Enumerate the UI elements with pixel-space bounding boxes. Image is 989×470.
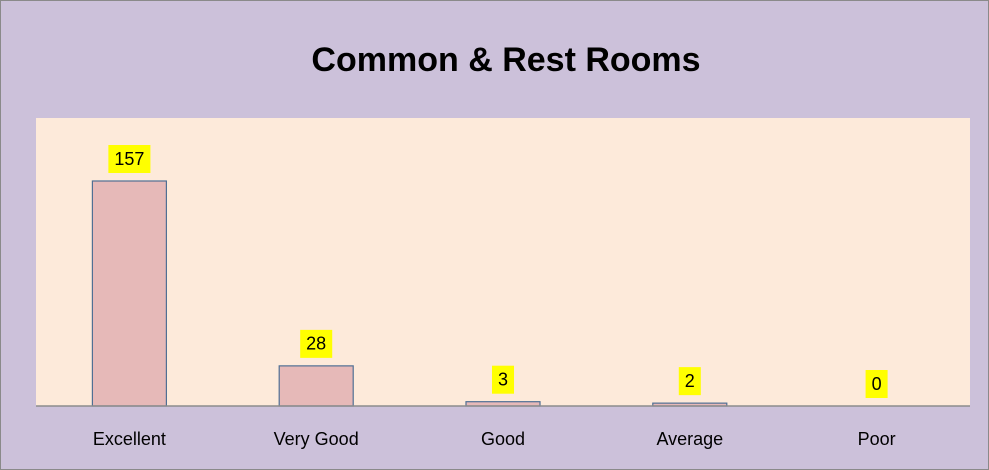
plot-area xyxy=(36,118,970,406)
data-label: 2 xyxy=(685,371,695,391)
bar xyxy=(278,365,354,407)
data-label-background xyxy=(108,145,151,173)
data-label-background xyxy=(300,329,333,358)
x-tick-label: Average xyxy=(656,429,723,449)
x-tick-label: Good xyxy=(481,429,525,449)
x-tick-label: Very Good xyxy=(274,429,359,449)
x-tick-label: Excellent xyxy=(93,429,166,449)
data-label-background xyxy=(678,367,701,396)
bar xyxy=(91,180,168,407)
x-tick-label: Poor xyxy=(858,429,896,449)
data-label: 3 xyxy=(498,369,508,389)
data-label: 157 xyxy=(114,149,144,169)
data-label: 0 xyxy=(872,374,882,394)
chart-title: Common & Rest Rooms xyxy=(311,41,700,79)
data-label-background xyxy=(865,370,888,398)
data-label-background xyxy=(491,365,515,394)
data-label: 28 xyxy=(306,334,326,354)
